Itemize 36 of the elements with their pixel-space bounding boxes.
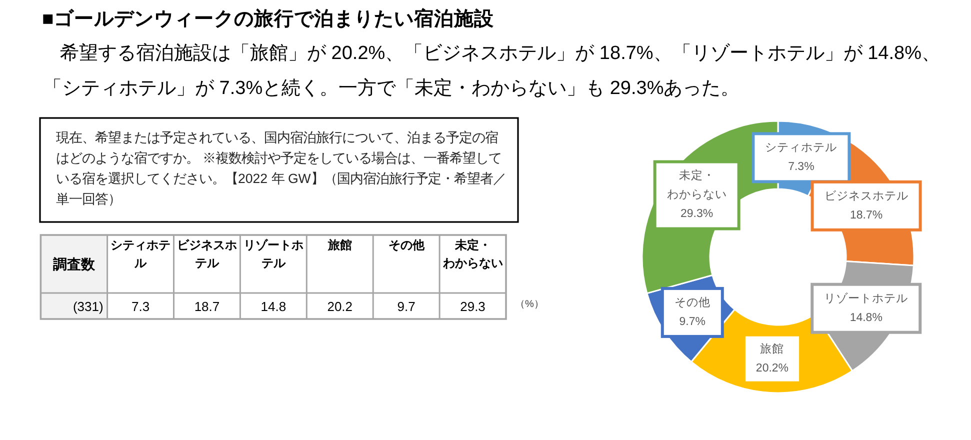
- data-label: ビジネスホテル 18.7%: [810, 180, 922, 232]
- category-label: その他: [388, 238, 426, 252]
- data-label: 20.2: [327, 298, 353, 314]
- data-label: 20.2%: [756, 362, 789, 374]
- data-label: 9.7: [397, 298, 416, 314]
- text: （%）: [515, 298, 544, 310]
- category-label: 旅館: [326, 238, 352, 252]
- data-label: 29.3%: [680, 208, 714, 220]
- data-label: 18.7: [194, 298, 220, 314]
- text: 希望する宿泊施設は「旅館」が 20.2%、「ビジネスホテル」が 18.7%、「リゾートホテル」が 14.8%、「シティホテル」が 7.3%と続く。一方で「未定・わからない」も 29.3%あった。: [43, 42, 940, 98]
- text: 現在、希望または予定されている、国内宿泊旅行について、泊まる予定の宿はどのような宿ですか。 ※複数検討や予定をしている場合は、一番希望している宿を選択してください。【2022 年 GW】（国内宿泊旅行予定・希望者／単一回答）: [56, 130, 506, 206]
- category-label: ビジネスホテル: [176, 238, 237, 270]
- slice-label: 未定・わからない: [666, 168, 727, 202]
- data-label: シティホテル 7.3%: [752, 132, 851, 184]
- text: ■ゴールデンウィークの旅行で泊まりたい宿泊施設: [42, 7, 495, 30]
- text: (331): [72, 298, 104, 314]
- data-label: リゾートホテル 14.8%: [810, 282, 922, 334]
- text: 調査数: [53, 256, 96, 272]
- data-label: 旅館 20.2%: [742, 333, 802, 384]
- category-label: シティホテル: [110, 238, 171, 270]
- data-label: 9.7%: [679, 316, 706, 328]
- slice-label: ビジネスホテル: [824, 189, 908, 202]
- data-label: 14.8%: [850, 312, 882, 324]
- data-label: 29.3: [460, 298, 486, 314]
- category-label: リゾートホテル: [243, 238, 304, 270]
- data-label: 未定・わからない 29.3%: [653, 160, 740, 230]
- slice-label: シティホテル: [765, 142, 838, 154]
- data-label: 7.3%: [788, 161, 814, 174]
- slice-label: リゾートホテル: [824, 292, 908, 305]
- category-label: 未定・わからない: [442, 238, 503, 270]
- data-label: 14.8: [260, 298, 286, 314]
- data-label: 18.7%: [850, 209, 883, 222]
- slice-label: 旅館: [760, 342, 784, 356]
- data-label: 7.3: [131, 298, 150, 314]
- slice-label: その他: [674, 296, 710, 309]
- data-label: その他 9.7%: [660, 286, 724, 338]
